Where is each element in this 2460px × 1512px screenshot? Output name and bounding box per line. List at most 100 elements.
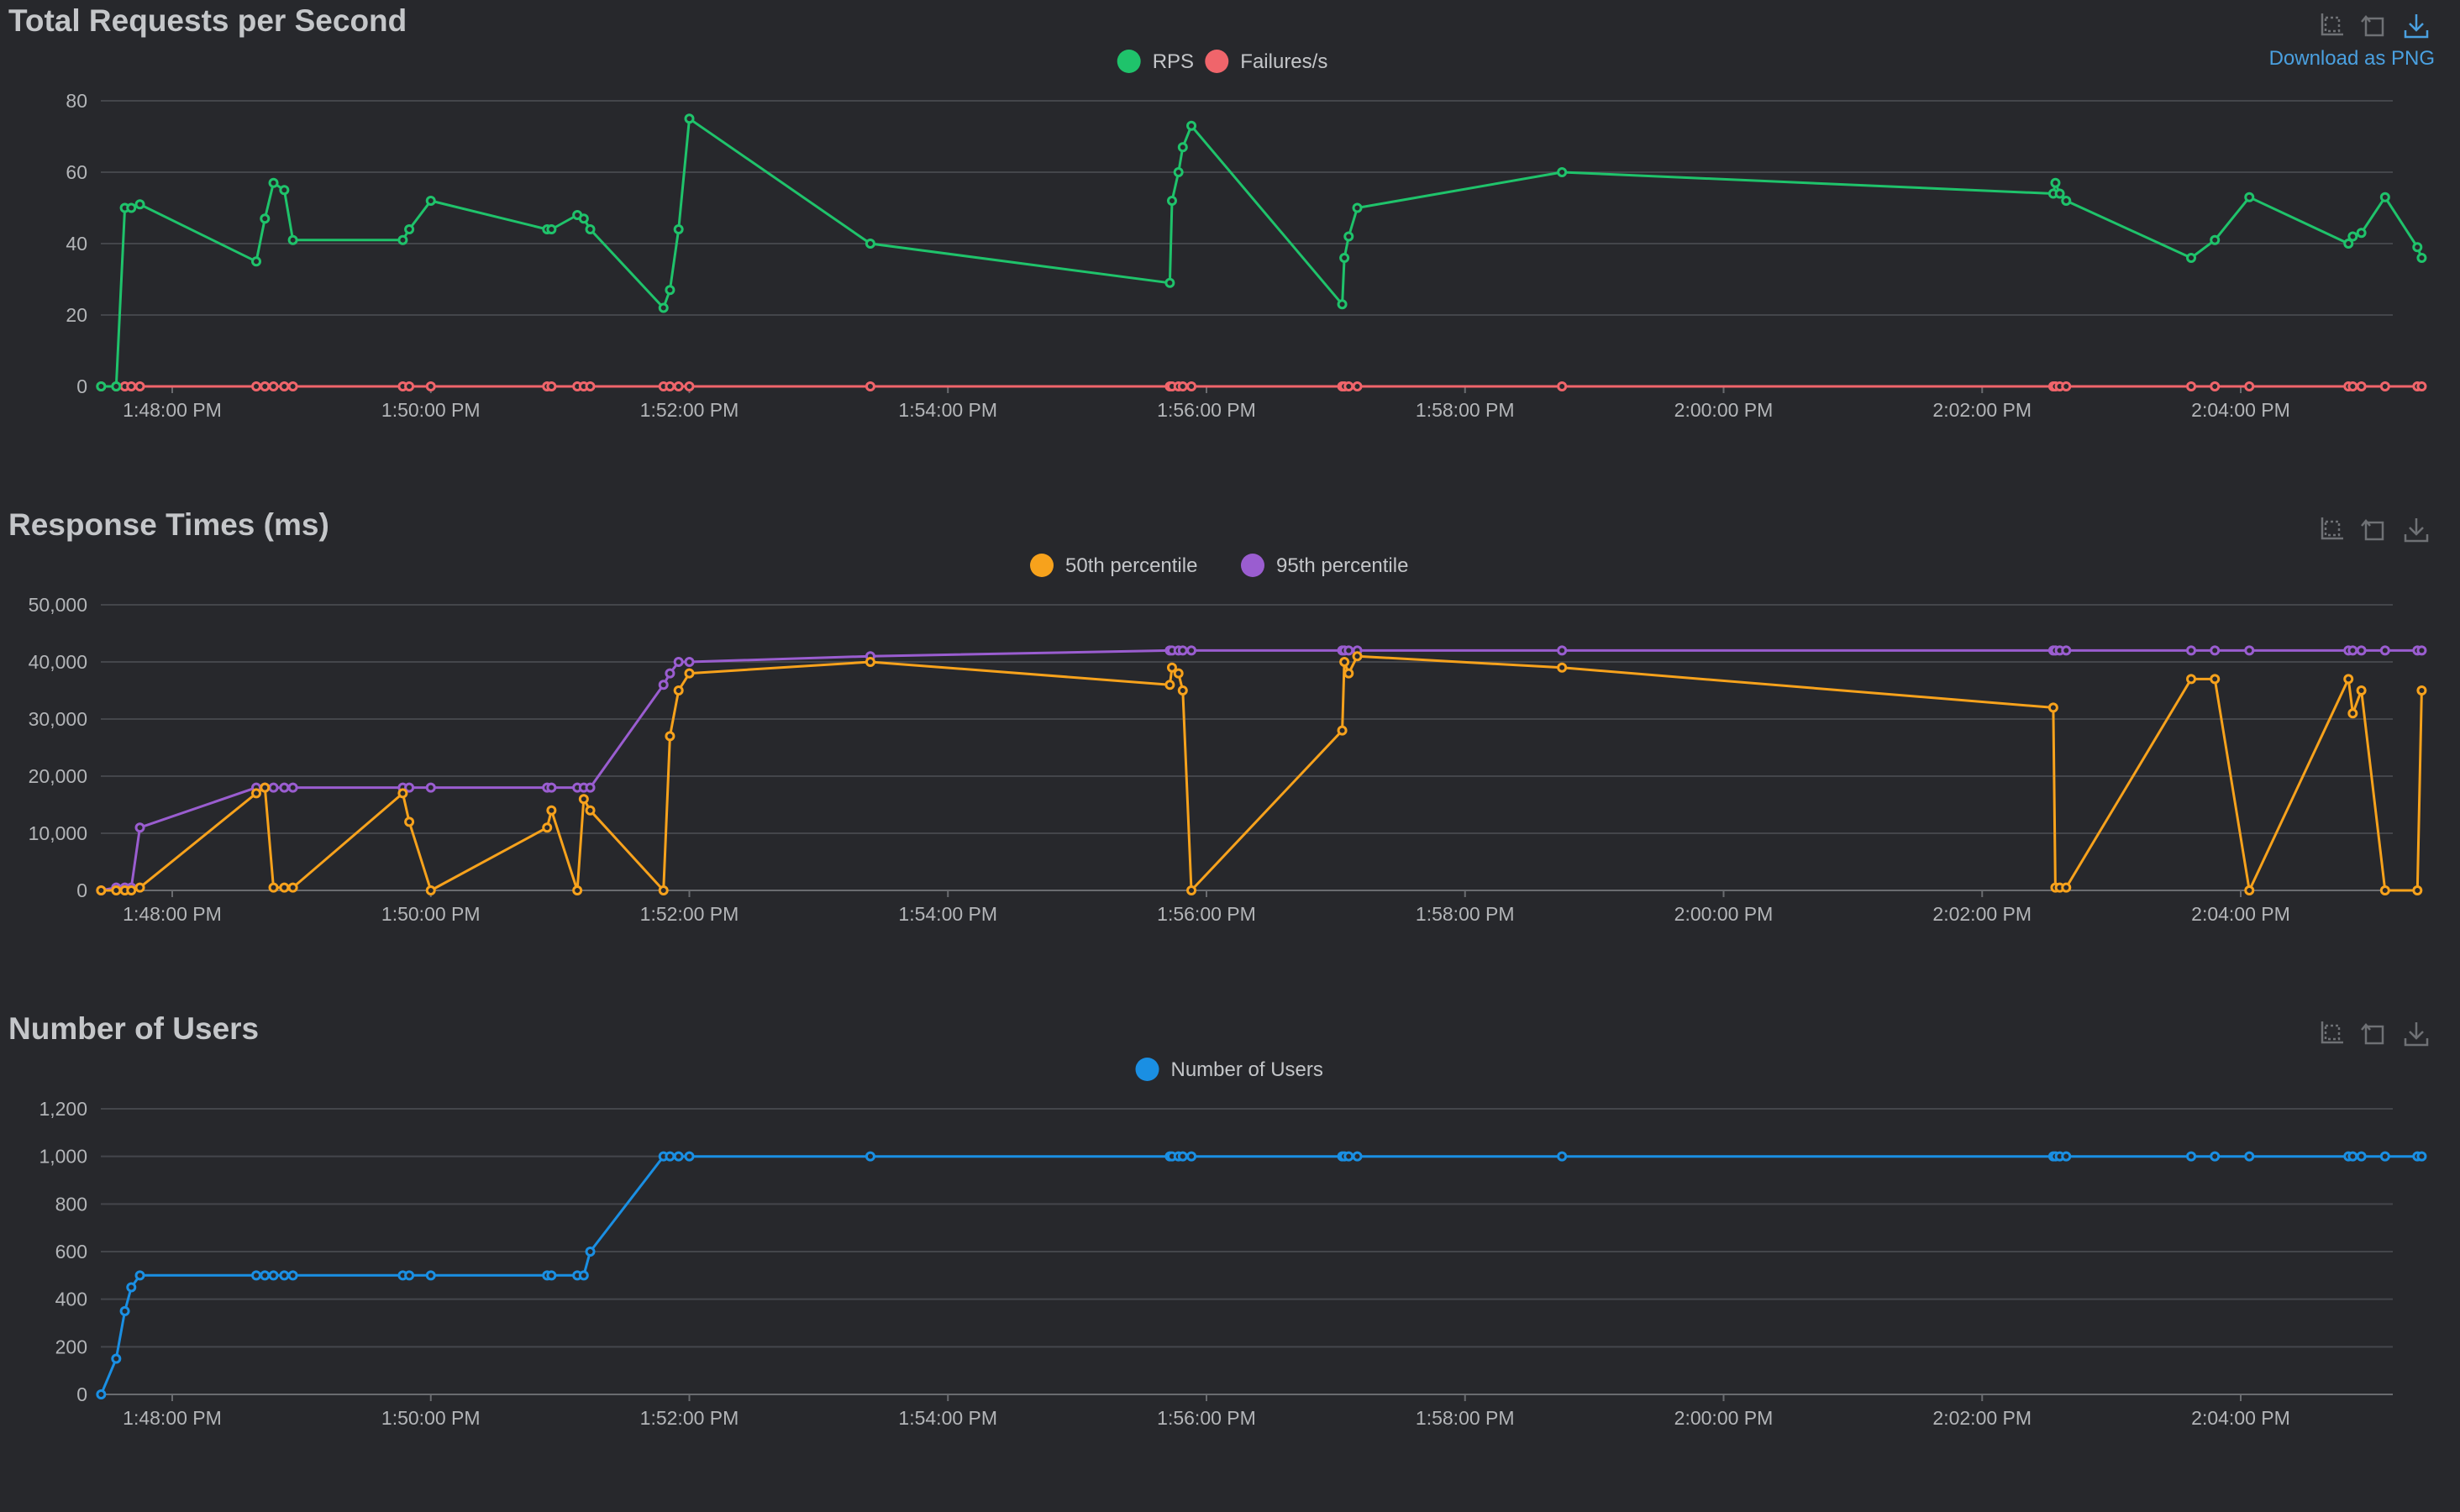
x-tick-label: 2:00:00 PM: [1674, 903, 1774, 925]
x-tick-label: 1:48:00 PM: [123, 903, 222, 925]
data-point: [425, 196, 436, 206]
data-point: [1343, 231, 1354, 242]
x-tick-label: 1:52:00 PM: [640, 399, 739, 421]
data-point: [397, 234, 408, 245]
zoom-reset-icon[interactable]: [2358, 514, 2389, 546]
legend-marker: [1241, 554, 1264, 577]
data-point: [2356, 381, 2367, 391]
y-tick-label: 0: [76, 1383, 87, 1405]
data-point: [673, 657, 684, 667]
data-point: [287, 782, 298, 793]
data-point: [1177, 142, 1188, 153]
data-point: [585, 224, 596, 234]
y-tick-label: 1,000: [39, 1146, 87, 1168]
panel-title: Total Requests per Second: [8, 3, 407, 38]
y-tick-label: 60: [66, 161, 87, 183]
x-tick-label: 1:56:00 PM: [1157, 1407, 1256, 1429]
data-point: [865, 239, 875, 249]
data-point: [1343, 381, 1354, 391]
data-point: [119, 1305, 130, 1316]
legend-label: 50th percentile: [1065, 554, 1197, 577]
data-point: [96, 885, 107, 895]
data-point: [2356, 228, 2367, 239]
data-point: [425, 381, 436, 391]
data-point: [1186, 645, 1197, 656]
y-tick-label: 30,000: [29, 708, 87, 730]
data-point: [2210, 645, 2221, 656]
x-tick-label: 1:52:00 PM: [640, 903, 739, 925]
rps-chart: 0 20 40 60 80 1:48:00 PM 1:50:00 PM 1:52:00 PM 1…: [66, 50, 2427, 421]
data-point: [287, 234, 298, 245]
data-point: [665, 731, 675, 742]
data-point: [2210, 674, 2221, 685]
data-point: [2347, 708, 2358, 719]
data-point: [2244, 1151, 2255, 1162]
x-tick-label: 2:04:00 PM: [2191, 1407, 2290, 1429]
x-tick-label: 1:48:00 PM: [123, 399, 222, 421]
data-point: [684, 113, 695, 124]
data-point: [673, 381, 684, 391]
data-point: [1557, 381, 1568, 391]
data-point: [268, 177, 279, 188]
data-point: [404, 782, 415, 793]
data-point: [260, 782, 271, 793]
data-point: [134, 822, 145, 833]
y-tick-label: 40: [66, 233, 87, 255]
data-point: [1177, 645, 1188, 656]
data-point: [2054, 188, 2065, 199]
x-tick-label: 2:04:00 PM: [2191, 399, 2290, 421]
x-tick-label: 1:54:00 PM: [898, 399, 997, 421]
data-point: [542, 822, 553, 833]
zoom-reset-icon[interactable]: [2358, 1018, 2389, 1050]
x-tick-label: 1:50:00 PM: [381, 903, 481, 925]
x-tick-label: 1:58:00 PM: [1416, 399, 1515, 421]
data-point: [585, 381, 596, 391]
data-point: [1339, 657, 1350, 667]
data-point: [1164, 277, 1175, 288]
data-point: [585, 805, 596, 816]
data-point: [2186, 381, 2197, 391]
legend-label: Number of Users: [1171, 1058, 1323, 1081]
data-point: [1186, 120, 1197, 131]
series-line: [101, 648, 2422, 892]
data-point: [268, 1270, 279, 1281]
data-point: [658, 302, 669, 313]
y-tick-label: 80: [66, 90, 87, 112]
x-tick-label: 2:02:00 PM: [1932, 399, 2032, 421]
data-point: [1177, 381, 1188, 391]
panel-title: Response Times (ms): [8, 507, 329, 542]
data-point: [2379, 885, 2390, 895]
data-point: [2347, 231, 2358, 242]
download-icon[interactable]: [2400, 10, 2432, 42]
x-tick-label: 1:56:00 PM: [1157, 399, 1256, 421]
series-line: [101, 654, 2423, 892]
data-point: [1166, 196, 1177, 206]
data-point: [2047, 702, 2058, 713]
data-point: [865, 657, 875, 667]
data-point: [1343, 668, 1354, 679]
download-icon[interactable]: [2400, 1018, 2432, 1050]
zoom-reset-icon[interactable]: [2358, 10, 2389, 42]
zoom-select-icon[interactable]: [2315, 514, 2347, 546]
x-tick-label: 1:58:00 PM: [1416, 903, 1515, 925]
download-icon[interactable]: [2400, 514, 2432, 546]
data-point: [1557, 662, 1568, 673]
data-point: [2061, 645, 2072, 656]
data-point: [546, 1270, 557, 1281]
data-point: [2356, 685, 2367, 696]
data-point: [404, 224, 415, 234]
series-line: [100, 1155, 2422, 1395]
data-point: [1177, 1151, 1188, 1162]
chart-toolbox: [2315, 514, 2441, 548]
legend-marker: [1205, 50, 1229, 73]
data-point: [268, 782, 279, 793]
data-point: [268, 882, 279, 893]
data-point: [2343, 674, 2354, 685]
data-point: [2061, 381, 2072, 391]
zoom-select-icon[interactable]: [2315, 10, 2347, 42]
data-point: [658, 680, 669, 690]
data-point: [404, 1270, 415, 1281]
zoom-select-icon[interactable]: [2315, 1018, 2347, 1050]
data-point: [2347, 645, 2358, 656]
x-tick-label: 2:00:00 PM: [1674, 399, 1774, 421]
